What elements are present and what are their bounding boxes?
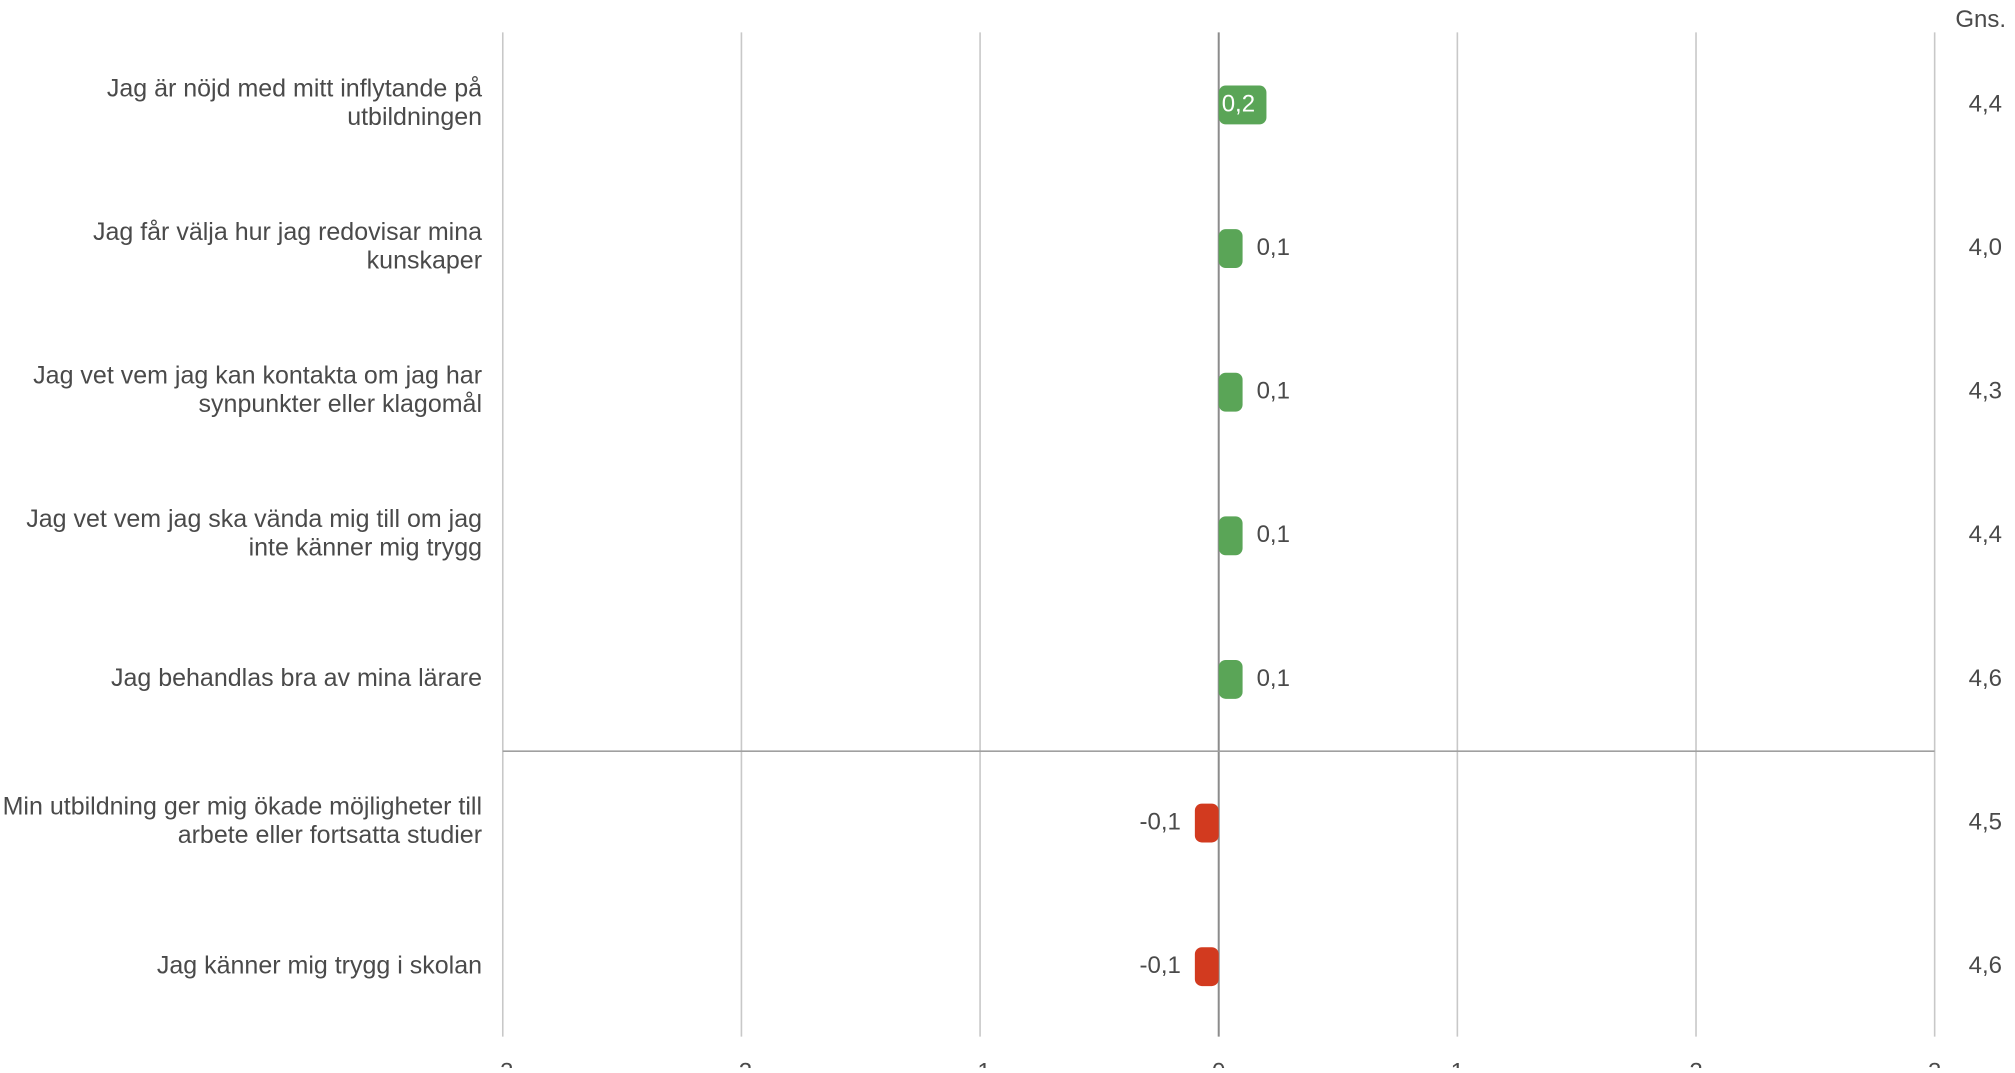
x-tick-label-2: -1 xyxy=(969,1058,990,1068)
category-label-1-line-1: kunskaper xyxy=(367,246,482,274)
data-label-5: -0,1 xyxy=(1139,808,1180,835)
x-tick-label-5: 2 xyxy=(1689,1058,1702,1068)
data-label-2: 0,1 xyxy=(1257,378,1290,405)
average-value-0: 4,4 xyxy=(1969,90,2002,117)
category-label-3-line-0: Jag vet vem jag ska vända mig till om ja… xyxy=(26,505,482,533)
category-label-0-line-0: Jag är nöjd med mitt inflytande på xyxy=(107,74,482,102)
average-header: Gns. xyxy=(1955,6,2006,33)
x-tick-label-3: 0 xyxy=(1212,1058,1225,1068)
average-value-1: 4,0 xyxy=(1969,234,2002,261)
bar-0 xyxy=(1218,85,1267,125)
average-value-4: 4,6 xyxy=(1969,665,2002,692)
average-value-5: 4,5 xyxy=(1969,808,2002,835)
x-tick-label-0: -3 xyxy=(492,1058,513,1068)
average-value-2: 4,3 xyxy=(1969,378,2002,405)
category-label-1-line-0: Jag får välja hur jag redovisar mina xyxy=(93,218,482,246)
data-label-1: 0,1 xyxy=(1257,234,1290,261)
bar-6 xyxy=(1194,947,1219,987)
average-value-6: 4,6 xyxy=(1969,952,2002,979)
category-label-0-line-1: utbildningen xyxy=(347,103,482,131)
bar-5 xyxy=(1194,803,1219,843)
x-tick-label-6: 3 xyxy=(1928,1058,1941,1068)
grid-layer xyxy=(501,32,1936,1037)
category-label-5-line-0: Min utbildning ger mig ökade möjligheter… xyxy=(3,792,482,820)
bar-4 xyxy=(1218,659,1243,699)
data-label-0: 0,2 xyxy=(1222,90,1255,117)
x-tick-label-4: 1 xyxy=(1451,1058,1464,1068)
average-value-3: 4,4 xyxy=(1969,521,2002,548)
data-label-4: 0,1 xyxy=(1257,665,1290,692)
category-label-5-line-1: arbete eller fortsatta studier xyxy=(178,821,482,849)
bar-2 xyxy=(1218,372,1243,412)
data-label-6: -0,1 xyxy=(1139,952,1180,979)
bar-layer xyxy=(1194,85,1267,987)
category-label-2-line-1: synpunkter eller klagomål xyxy=(199,390,482,418)
category-label-3-line-1: inte känner mig trygg xyxy=(249,534,482,562)
bar-3 xyxy=(1218,516,1243,556)
data-label-3: 0,1 xyxy=(1257,521,1290,548)
label-layer: -3 -2 -1 0 1 2 3 Gns. 0,2 Jag är nöjd med mitt in… xyxy=(3,6,2006,1073)
category-label-6: Jag känner mig trygg i skolan xyxy=(157,951,482,979)
bar-1 xyxy=(1218,229,1243,269)
category-label-2-line-0: Jag vet vem jag kan kontakta om jag har xyxy=(33,362,482,390)
category-label-4: Jag behandlas bra av mina lärare xyxy=(111,664,482,692)
x-tick-label-1: -2 xyxy=(731,1058,752,1068)
